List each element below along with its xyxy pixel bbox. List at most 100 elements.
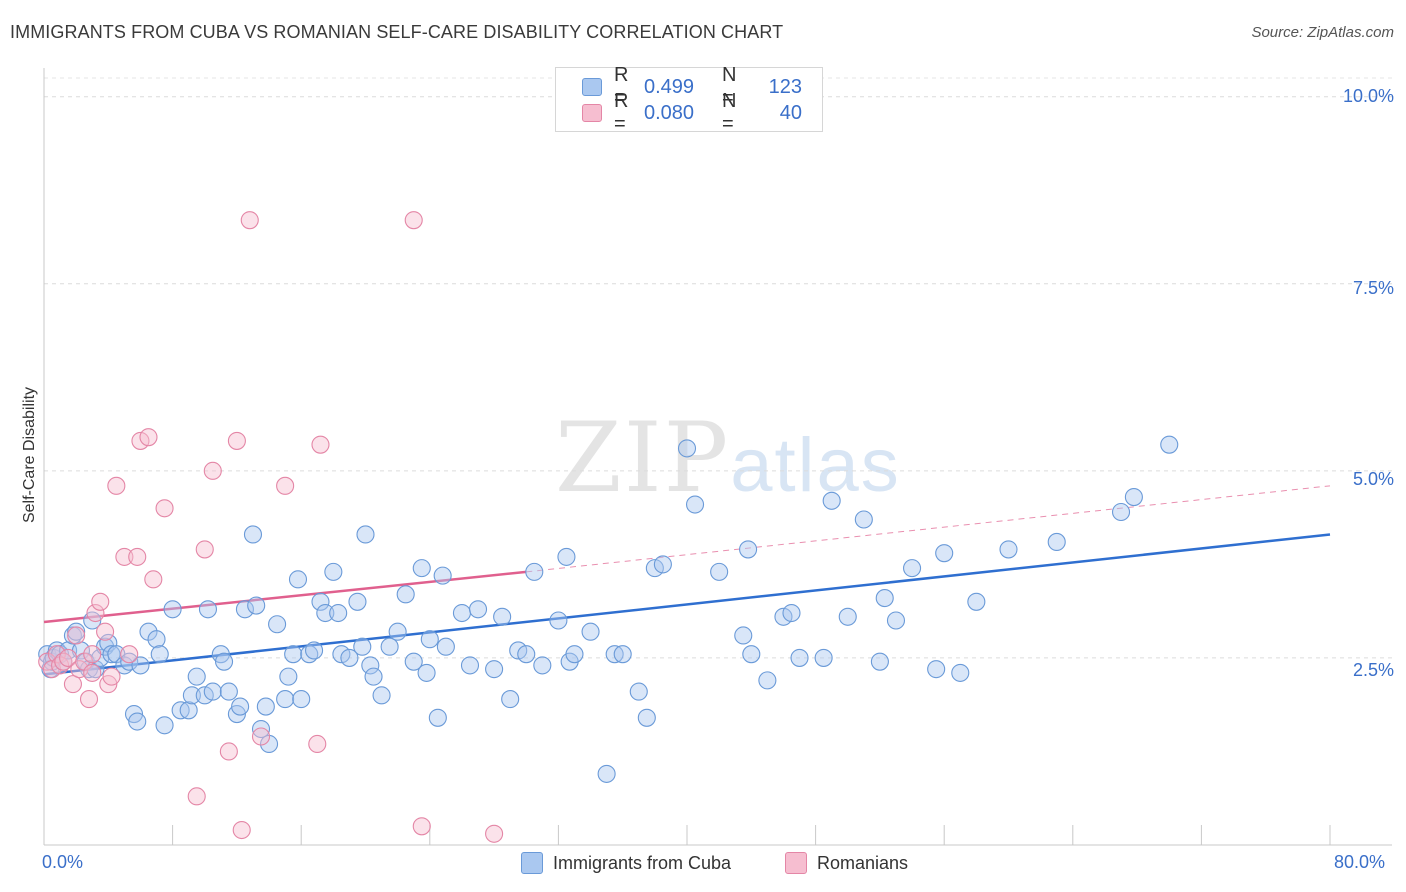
point-cuba [1124, 487, 1143, 507]
source-label: Source: ZipAtlas.com [1251, 24, 1394, 41]
point-cuba [388, 622, 407, 641]
point-cuba [361, 656, 380, 675]
point-cuba [967, 592, 986, 611]
point-cuba [292, 690, 311, 709]
point-cuba [311, 592, 330, 611]
bottom-legend-cuba: Immigrants from Cuba [521, 852, 731, 874]
point-cuba [150, 645, 169, 664]
point-romanian [276, 476, 295, 495]
point-cuba [163, 600, 182, 619]
point-cuba [501, 690, 520, 709]
point-romanian [91, 592, 110, 611]
point-romanian [107, 476, 126, 495]
point-cuba [1160, 435, 1179, 454]
point-cuba [102, 645, 121, 664]
point-cuba [525, 562, 544, 581]
legend-n-label: N = [722, 64, 737, 109]
point-cuba [597, 764, 616, 783]
point-cuba [533, 656, 552, 675]
point-cuba [364, 667, 383, 686]
point-cuba [147, 630, 166, 649]
point-cuba [329, 603, 348, 623]
point-romanian [412, 817, 431, 836]
trend-lines [43, 485, 1331, 676]
point-cuba [372, 686, 391, 705]
point-romanian [67, 626, 86, 645]
point-romanian [219, 742, 238, 761]
point-cuba [356, 525, 375, 544]
point-cuba [460, 656, 480, 675]
point-cuba [452, 603, 472, 623]
point-cuba [288, 570, 308, 589]
point-cuba [902, 559, 922, 578]
legend-row-cuba: R = 0.499 N = 123 [582, 64, 802, 109]
point-cuba [417, 663, 436, 682]
point-cuba [316, 603, 335, 623]
y-tick-label-10: 10.0% [1342, 86, 1394, 106]
point-cuba [838, 607, 857, 626]
watermark-zip: ZIP [555, 402, 731, 514]
point-romanian [83, 645, 102, 664]
point-romanian [240, 211, 259, 230]
point-romanian [115, 547, 134, 566]
legend-swatch-romanians [582, 104, 602, 122]
bottom-legend-label-romanians: Romanians [817, 852, 909, 873]
point-cuba [951, 663, 970, 682]
point-cuba [120, 652, 139, 671]
point-romanian [155, 499, 174, 518]
point-cuba [581, 622, 600, 641]
point-cuba [380, 637, 399, 656]
point-cuba [629, 682, 648, 701]
point-cuba [557, 547, 576, 566]
legend-row-romanians: R = 0.080 N = 40 [582, 90, 802, 135]
point-cuba [822, 491, 841, 510]
point-cuba [256, 697, 275, 716]
x-tick-label-min: 0.0% [42, 852, 84, 872]
point-cuba [247, 596, 266, 615]
point-cuba [613, 645, 632, 664]
point-romanian [47, 645, 66, 664]
point-cuba [251, 719, 271, 739]
point-cuba [412, 559, 431, 578]
stats-legend: R = 0.499 N = 123 R = 0.080 N = 40 [555, 64, 823, 135]
trend-line-extension-1 [526, 485, 1331, 573]
zipatlas-watermark: ZIPatlas [555, 402, 901, 514]
point-cuba [219, 682, 238, 701]
x-tick-label-max: 80.0% [1334, 852, 1386, 872]
point-cuba [653, 555, 672, 574]
point-cuba [999, 540, 1018, 559]
point-romanian [251, 727, 271, 746]
legend-r-value: 0.499 [644, 75, 695, 98]
point-romanian [86, 603, 105, 623]
point-cuba [268, 615, 287, 634]
point-cuba [305, 641, 324, 660]
point-cuba [353, 637, 372, 656]
point-romanian [311, 435, 330, 454]
axes [43, 68, 1392, 846]
point-cuba [790, 648, 809, 667]
point-cuba [284, 645, 303, 664]
point-romanian [308, 734, 327, 754]
point-romanian [227, 431, 246, 450]
point-cuba [235, 600, 254, 619]
legend-n-value: 123 [768, 75, 802, 98]
point-cuba [549, 611, 568, 630]
point-cuba [276, 690, 295, 709]
point-cuba [128, 712, 147, 731]
watermark-atlas: atlas [730, 423, 901, 508]
point-cuba [348, 592, 367, 611]
point-cuba [854, 510, 873, 529]
legend-swatch-cuba [582, 78, 602, 96]
point-cuba [814, 648, 833, 667]
point-romanian [96, 622, 115, 641]
trend-line-1 [43, 570, 527, 624]
point-cuba [203, 682, 222, 701]
point-cuba [927, 660, 946, 679]
point-cuba [155, 716, 174, 735]
point-cuba [1047, 532, 1066, 551]
point-cuba [468, 600, 488, 619]
chart-title: IMMIGRANTS FROM CUBA VS ROMANIAN SELF-CA… [10, 22, 784, 42]
point-cuba [433, 566, 452, 585]
point-cuba [436, 637, 455, 656]
point-cuba [685, 495, 705, 514]
